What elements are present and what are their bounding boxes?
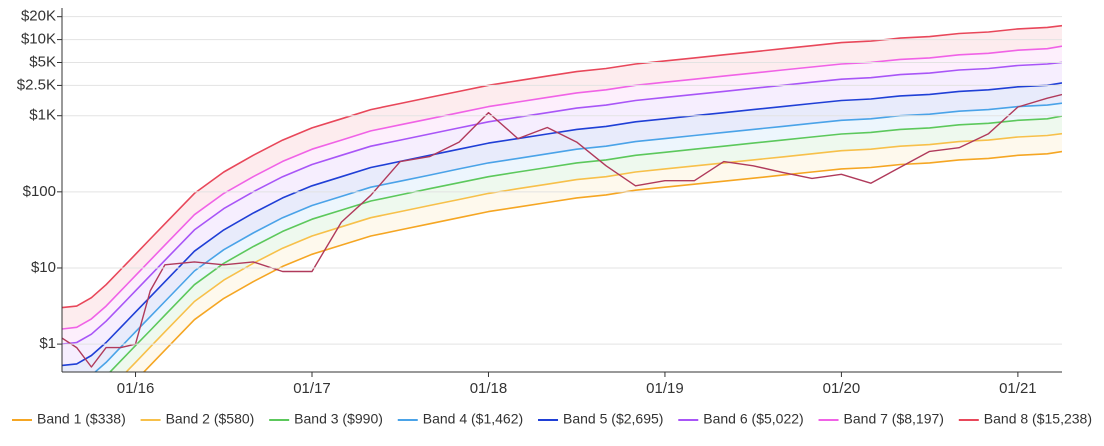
legend-label: Band 3 ($990)	[294, 411, 383, 427]
legend-label: Band 5 ($2,695)	[563, 411, 663, 427]
y-tick-label: $2.5K	[17, 76, 56, 93]
y-tick-label: $5K	[29, 53, 56, 70]
legend-label: Band 2 ($580)	[166, 411, 255, 427]
y-tick-label: $1K	[29, 107, 56, 124]
y-tick-label: $1	[39, 335, 56, 352]
band-line	[93, 102, 1062, 372]
x-tick-label: 01/21	[999, 380, 1037, 397]
x-tick-label: 01/18	[470, 380, 508, 397]
x-tick-label: 01/19	[646, 380, 684, 397]
band-line	[125, 132, 1062, 372]
x-tick-label: 01/20	[823, 380, 861, 397]
band-fill	[95, 103, 1062, 372]
legend-label: Band 1 ($338)	[37, 411, 126, 427]
legend-label: Band 6 ($5,022)	[703, 411, 803, 427]
legend-label: Band 8 ($15,238)	[984, 411, 1092, 427]
band-fill	[62, 25, 1062, 329]
y-tick-label: $10K	[21, 31, 56, 48]
band-line	[62, 61, 1062, 345]
y-tick-label: $10	[31, 259, 56, 276]
band-fill	[126, 133, 1062, 372]
band-fills	[62, 25, 1062, 372]
y-tick-label: $20K	[21, 8, 56, 25]
band-fill	[62, 62, 1062, 366]
band-line	[108, 115, 1062, 372]
band-line	[142, 150, 1062, 372]
y-tick-label: $100	[23, 183, 56, 200]
x-tick-label: 01/16	[117, 380, 155, 397]
band-fill	[110, 116, 1062, 372]
x-tick-label: 01/17	[293, 380, 331, 397]
band-fill	[62, 46, 1062, 345]
legend-label: Band 7 ($8,197)	[844, 411, 944, 427]
band-line	[62, 45, 1062, 330]
price-line	[62, 93, 1062, 368]
band-fill	[62, 82, 1062, 372]
legend-label: Band 4 ($1,462)	[423, 411, 523, 427]
